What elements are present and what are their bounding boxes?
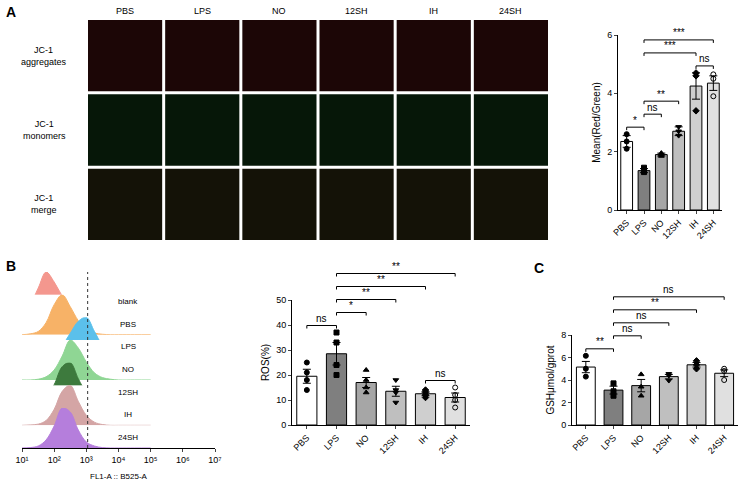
svg-text:**: ** [392, 261, 400, 272]
svg-text:NO: NO [122, 365, 134, 374]
svg-text:10⁵: 10⁵ [144, 455, 158, 465]
svg-text:PBS: PBS [120, 320, 136, 329]
svg-text:10: 10 [276, 395, 286, 405]
svg-text:40: 40 [276, 320, 286, 330]
svg-text:IH: IH [124, 410, 132, 419]
svg-text:C: C [534, 260, 544, 276]
svg-text:***: *** [673, 27, 685, 38]
svg-text:ns: ns [622, 323, 633, 334]
svg-text:IH: IH [429, 6, 438, 16]
svg-text:blank: blank [118, 297, 138, 306]
svg-text:Mean(Red/Green): Mean(Red/Green) [591, 82, 602, 163]
svg-text:0: 0 [607, 205, 612, 215]
svg-text:ns: ns [316, 313, 327, 324]
svg-text:NO: NO [629, 433, 646, 450]
svg-text:B: B [6, 258, 16, 274]
svg-text:6: 6 [561, 353, 566, 363]
svg-text:LPS: LPS [194, 6, 211, 16]
svg-text:2: 2 [561, 398, 566, 408]
svg-text:10³: 10³ [80, 455, 93, 465]
svg-text:**: ** [362, 287, 370, 298]
svg-text:IH: IH [417, 433, 430, 446]
svg-text:**: ** [596, 336, 604, 347]
svg-text:FL1-A :: B525-A: FL1-A :: B525-A [90, 472, 148, 481]
svg-text:LPS: LPS [599, 433, 618, 452]
svg-text:PBS: PBS [292, 433, 312, 453]
svg-text:NO: NO [354, 433, 371, 450]
svg-text:PBS: PBS [611, 218, 631, 238]
svg-text:0: 0 [561, 420, 566, 430]
svg-text:30: 30 [276, 345, 286, 355]
svg-text:12SH: 12SH [377, 433, 400, 456]
svg-text:**: ** [651, 297, 659, 308]
svg-text:12SH: 12SH [660, 218, 683, 241]
svg-text:10⁷: 10⁷ [208, 455, 221, 465]
svg-text:ns: ns [636, 310, 647, 321]
svg-text:50: 50 [276, 295, 286, 305]
svg-text:LPS: LPS [322, 433, 341, 452]
svg-text:4: 4 [561, 375, 566, 385]
svg-text:ns: ns [699, 53, 710, 64]
svg-text:24SH: 24SH [499, 6, 522, 16]
svg-text:JC-1aggregates: JC-1aggregates [21, 45, 67, 67]
svg-text:24SH: 24SH [695, 218, 718, 241]
svg-text:20: 20 [276, 370, 286, 380]
svg-text:ns: ns [663, 284, 674, 295]
svg-text:**: ** [657, 89, 665, 100]
svg-text:12SH: 12SH [650, 433, 673, 456]
svg-text:PBS: PBS [571, 433, 591, 453]
svg-text:ns: ns [435, 368, 446, 379]
svg-text:6: 6 [607, 30, 612, 40]
svg-text:***: *** [664, 40, 676, 51]
svg-text:2: 2 [607, 147, 612, 157]
svg-text:24SH: 24SH [706, 433, 729, 456]
svg-text:12SH: 12SH [118, 388, 138, 397]
svg-text:LPS: LPS [121, 342, 136, 351]
svg-text:24SH: 24SH [437, 433, 460, 456]
svg-text:JC-1merge: JC-1merge [31, 193, 57, 215]
svg-text:**: ** [377, 274, 385, 285]
svg-text:4: 4 [607, 88, 612, 98]
svg-text:GSHμmol/gprot: GSHμmol/gprot [545, 345, 556, 414]
svg-text:*: * [349, 300, 353, 311]
svg-text:*: * [633, 115, 637, 126]
svg-text:ns: ns [647, 102, 658, 113]
svg-text:8: 8 [561, 330, 566, 340]
svg-text:0: 0 [281, 420, 286, 430]
svg-text:LPS: LPS [629, 218, 648, 237]
svg-text:10⁴: 10⁴ [112, 455, 126, 465]
svg-text:ROS(%): ROS(%) [260, 344, 271, 381]
svg-text:A: A [6, 4, 16, 20]
svg-text:10¹: 10¹ [15, 455, 28, 465]
svg-text:NO: NO [649, 218, 666, 235]
svg-text:NO: NO [272, 6, 286, 16]
svg-text:10⁶: 10⁶ [176, 455, 190, 465]
svg-text:JC-1monomers: JC-1monomers [23, 119, 66, 141]
svg-text:10²: 10² [48, 455, 61, 465]
svg-text:24SH: 24SH [118, 433, 138, 442]
svg-text:PBS: PBS [116, 6, 134, 16]
svg-text:IH: IH [688, 433, 701, 446]
svg-text:12SH: 12SH [345, 6, 368, 16]
svg-text:IH: IH [687, 218, 700, 231]
